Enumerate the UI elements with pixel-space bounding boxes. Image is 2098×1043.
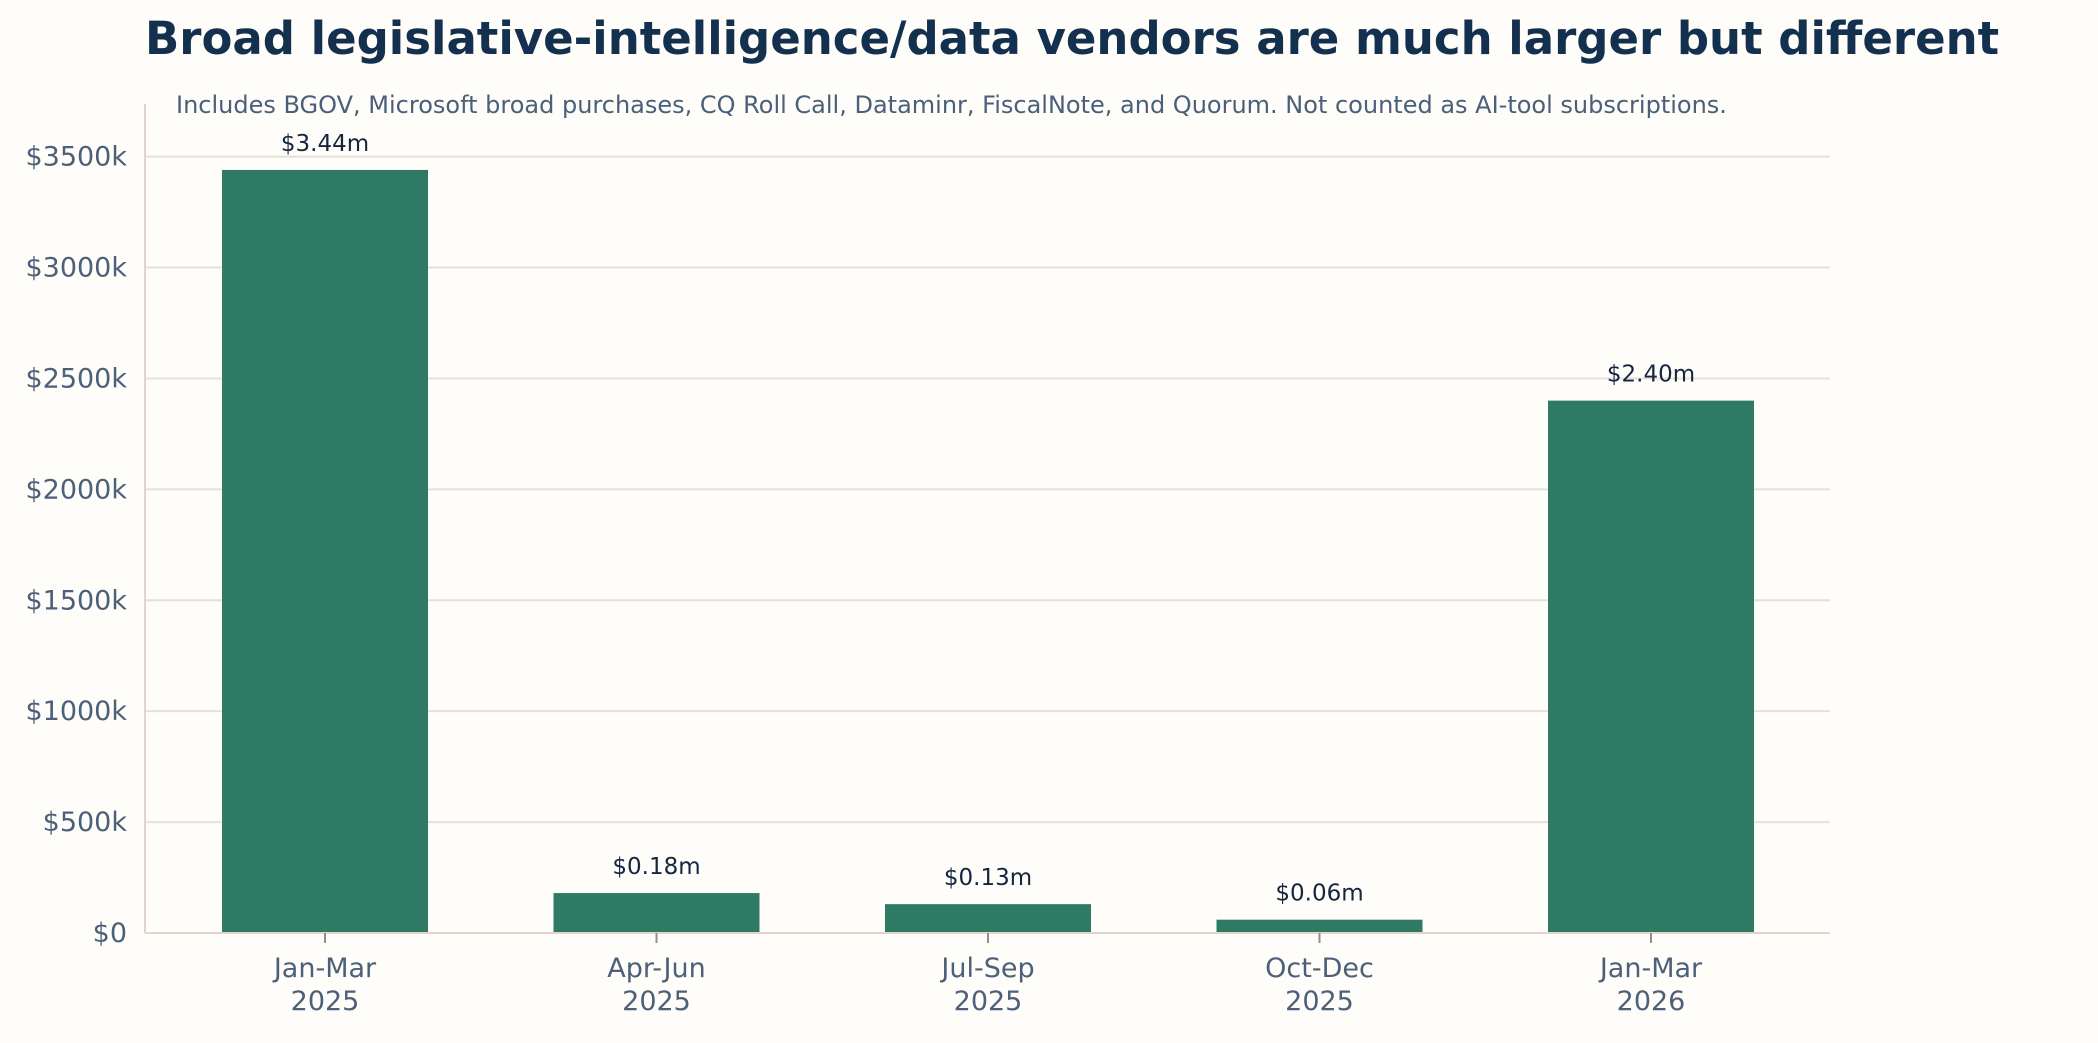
data-label: $0.13m <box>944 865 1032 891</box>
data-label: $3.44m <box>281 131 369 157</box>
x-tick-label: 2025 <box>954 986 1023 1017</box>
y-tick-label: $2000k <box>25 474 127 505</box>
data-label: $2.40m <box>1607 362 1695 388</box>
x-tick-label: Jan-Mar <box>1598 953 1703 984</box>
y-tick-label: $0 <box>93 918 127 949</box>
x-tick-label: 2025 <box>622 986 691 1017</box>
data-label: $0.18m <box>612 854 700 880</box>
x-tick-label: Jan-Mar <box>272 953 377 984</box>
y-tick-label: $1000k <box>25 696 127 727</box>
x-tick-label: Apr-Jun <box>607 953 705 984</box>
x-tick-label: 2025 <box>291 986 360 1017</box>
bar <box>1548 400 1754 934</box>
bar <box>222 169 428 934</box>
x-tick-label: Oct-Dec <box>1265 953 1374 984</box>
x-tick-label: 2026 <box>1617 986 1686 1017</box>
bar-layer <box>222 169 1754 934</box>
y-tick-label: $3500k <box>25 142 127 173</box>
y-tick-label: $3000k <box>25 253 127 284</box>
data-label: $0.06m <box>1275 881 1363 907</box>
x-tick-label: 2025 <box>1285 986 1354 1017</box>
chart-subtitle: Includes BGOV, Microsoft broad purchases… <box>176 91 1727 119</box>
axis-layer <box>144 104 1830 943</box>
y-tick-label: $1500k <box>25 585 127 616</box>
chart-title: Broad legislative-intelligence/data vend… <box>145 12 1999 65</box>
bar <box>553 893 760 933</box>
bar <box>1216 919 1423 933</box>
bar <box>885 904 1091 933</box>
label-layer: $0 $500k $1000k $1500k $2000k $2500k $3000k $35… <box>25 131 1703 1017</box>
y-tick-label: $500k <box>43 807 128 838</box>
y-tick-label: $2500k <box>25 363 127 394</box>
x-tick-label: Jul-Sep <box>939 953 1034 984</box>
